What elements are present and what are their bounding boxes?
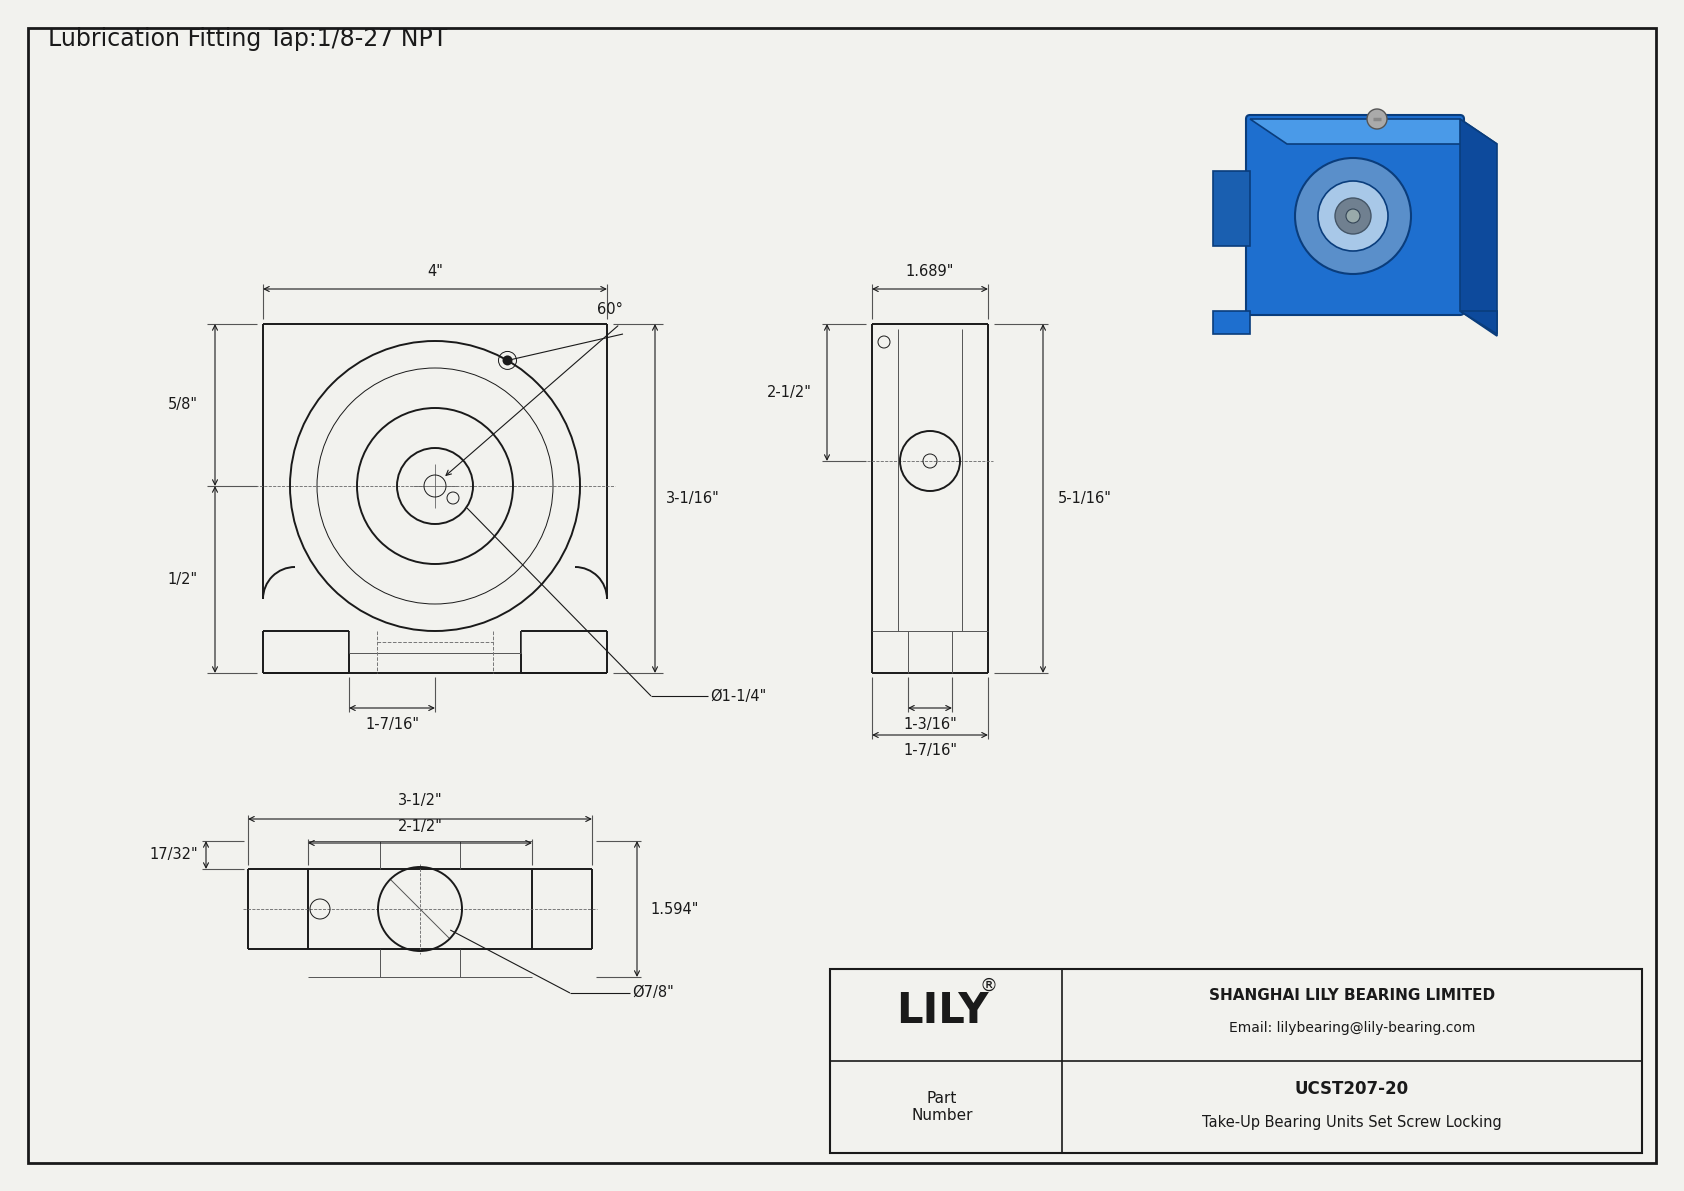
FancyBboxPatch shape [1246, 116, 1463, 314]
Text: 1-7/16": 1-7/16" [365, 717, 419, 731]
Polygon shape [1212, 311, 1250, 333]
Polygon shape [1250, 119, 1497, 144]
Bar [830, 969, 1642, 1153]
Text: Email: lilybearing@lily-bearing.com: Email: lilybearing@lily-bearing.com [1229, 1021, 1475, 1035]
Text: 3-1/2": 3-1/2" [397, 793, 443, 809]
Text: 2-1/2": 2-1/2" [766, 385, 812, 400]
Text: 5/8": 5/8" [168, 398, 199, 412]
Circle shape [1319, 181, 1388, 251]
Text: 3-1/16": 3-1/16" [667, 491, 719, 506]
Text: Ø7/8": Ø7/8" [632, 985, 674, 1000]
Text: 60°: 60° [598, 303, 623, 318]
Polygon shape [1460, 311, 1497, 333]
Text: UCST207-20: UCST207-20 [1295, 1080, 1410, 1098]
Text: LILY: LILY [896, 990, 989, 1031]
Text: Ø1-1/4": Ø1-1/4" [711, 688, 766, 704]
Text: Part
Number: Part Number [911, 1091, 973, 1123]
Text: Take-Up Bearing Units Set Screw Locking: Take-Up Bearing Units Set Screw Locking [1202, 1116, 1502, 1130]
Polygon shape [1212, 172, 1250, 247]
Text: 1.689": 1.689" [906, 263, 955, 279]
Text: 1.594": 1.594" [650, 902, 699, 917]
Text: ®: ® [978, 977, 997, 994]
Text: SHANGHAI LILY BEARING LIMITED: SHANGHAI LILY BEARING LIMITED [1209, 989, 1495, 1004]
Polygon shape [1460, 119, 1497, 336]
Text: 17/32": 17/32" [150, 848, 199, 862]
Text: 1/2": 1/2" [168, 572, 199, 587]
Circle shape [502, 355, 512, 366]
Text: 1-3/16": 1-3/16" [903, 717, 957, 731]
Circle shape [1335, 198, 1371, 233]
Text: 1-7/16": 1-7/16" [903, 743, 957, 759]
Text: Lubrication Fitting Tap:1/8-27 NPT: Lubrication Fitting Tap:1/8-27 NPT [49, 27, 448, 51]
Text: 5-1/16": 5-1/16" [1058, 491, 1111, 506]
Circle shape [1367, 110, 1388, 129]
Circle shape [1295, 158, 1411, 274]
Text: 2-1/2": 2-1/2" [397, 818, 443, 834]
Circle shape [1346, 208, 1361, 223]
Text: 4": 4" [428, 263, 443, 279]
